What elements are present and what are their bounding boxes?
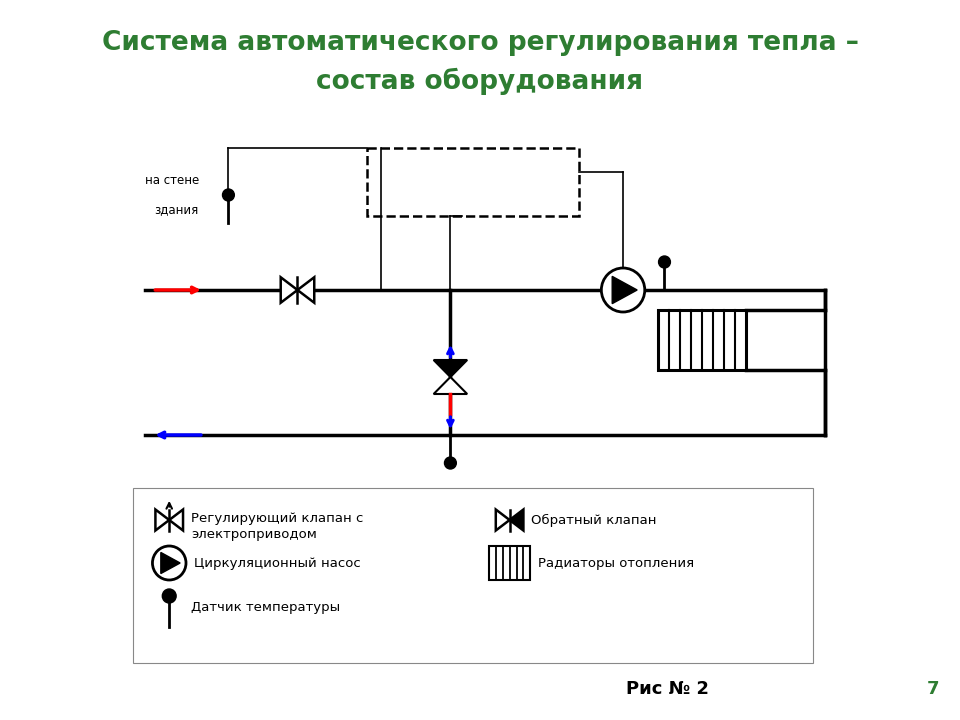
Bar bbox=[132, 488, 813, 663]
Text: Обратный клапан: Обратный клапан bbox=[531, 513, 657, 526]
Bar bbox=[658, 310, 746, 370]
Text: на стене: на стене bbox=[145, 174, 199, 187]
Circle shape bbox=[162, 589, 176, 603]
Circle shape bbox=[659, 256, 670, 268]
Text: Циркуляционный насос: Циркуляционный насос bbox=[194, 557, 361, 570]
Polygon shape bbox=[280, 277, 298, 302]
Text: здания: здания bbox=[155, 203, 199, 216]
Text: электроприводом: электроприводом bbox=[191, 528, 317, 541]
Text: состав оборудования: состав оборудования bbox=[317, 68, 643, 95]
Text: Датчик температуры: Датчик температуры bbox=[191, 601, 340, 614]
Polygon shape bbox=[298, 277, 314, 302]
Circle shape bbox=[153, 546, 186, 580]
Polygon shape bbox=[169, 510, 183, 531]
Polygon shape bbox=[495, 510, 510, 531]
Bar bbox=[489, 546, 530, 580]
Text: Регулирующий клапан с: Регулирующий клапан с bbox=[191, 512, 363, 525]
Polygon shape bbox=[510, 510, 523, 531]
Polygon shape bbox=[434, 377, 468, 394]
Text: Система автоматического регулирования тепла –: Система автоматического регулирования те… bbox=[102, 30, 858, 56]
Circle shape bbox=[444, 457, 456, 469]
Circle shape bbox=[601, 268, 645, 312]
Text: контроллер: контроллер bbox=[429, 186, 516, 200]
Text: Радиаторы отопления: Радиаторы отопления bbox=[539, 557, 694, 570]
Text: Рис № 2: Рис № 2 bbox=[626, 680, 708, 698]
Polygon shape bbox=[161, 552, 180, 574]
Bar bbox=[367, 148, 579, 216]
Text: 7: 7 bbox=[926, 680, 939, 698]
Polygon shape bbox=[612, 276, 637, 304]
Polygon shape bbox=[156, 510, 169, 531]
Polygon shape bbox=[434, 360, 468, 377]
Circle shape bbox=[223, 189, 234, 201]
Text: Управляющий: Управляющий bbox=[420, 166, 524, 180]
